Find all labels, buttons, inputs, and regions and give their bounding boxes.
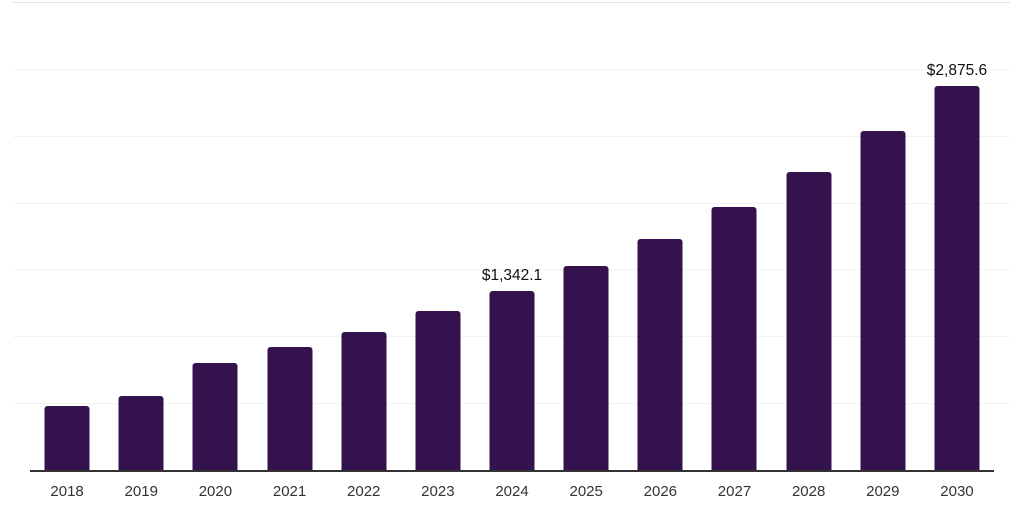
bar-value-label-2030: $2,875.6 (926, 62, 988, 79)
bar-column-2026 (623, 2, 697, 470)
bar-2025[interactable] (563, 266, 609, 470)
x-axis-label-2020: 2020 (198, 483, 233, 500)
x-axis-label-2026: 2026 (643, 483, 678, 500)
gridline (13, 269, 1010, 271)
plot-area: $1,342.1 $2,875.6 (13, 2, 1010, 472)
bar-column-2027 (697, 2, 771, 470)
x-axis-label-2024: 2024 (495, 483, 529, 500)
x-axis-label-2018: 2018 (50, 483, 84, 500)
bar-2018[interactable] (44, 405, 90, 470)
x-axis-label-2030: 2030 (940, 483, 974, 500)
bar-value-label-2024: $1,342.1 (481, 267, 543, 285)
x-axis-label-2027: 2027 (717, 483, 752, 500)
bar-2020[interactable] (192, 363, 238, 470)
bar-column-2020 (178, 2, 252, 470)
x-axis-label-2025: 2025 (569, 483, 603, 500)
bar-column-2028 (772, 2, 846, 470)
gridline (13, 68, 1010, 70)
x-axis-label-2029: 2029 (866, 483, 900, 500)
x-axis-label-2019: 2019 (124, 483, 158, 500)
gridline-top (13, 2, 1010, 3)
x-axis-label-2023: 2023 (421, 483, 455, 500)
bar-column-2024: $1,342.1 (475, 2, 549, 470)
bar-column-2029 (846, 2, 920, 470)
x-axis-label-2022: 2022 (347, 483, 381, 500)
gridline (13, 202, 1010, 204)
bar-column-2022 (327, 2, 401, 470)
bar-column-2021 (252, 2, 326, 470)
bar-column-2018 (30, 2, 104, 470)
bar-2021[interactable] (267, 346, 313, 470)
x-axis-label-2021: 2021 (272, 483, 307, 500)
bar-column-2025 (549, 2, 623, 470)
bar-2026[interactable] (637, 238, 683, 470)
bar-column-2023 (401, 2, 475, 470)
bar-2024[interactable] (489, 290, 535, 470)
gridline (13, 135, 1010, 137)
bar-column-2019 (104, 2, 178, 470)
bar-2022[interactable] (341, 332, 387, 470)
x-axis-label-2028: 2028 (791, 483, 826, 500)
bar-column-2030: $2,875.6 (920, 2, 994, 470)
bar-2028[interactable] (786, 171, 832, 470)
bars: $1,342.1 $2,875.6 (30, 2, 994, 470)
x-axis-labels: 2018 2019 2020 2021 2022 2023 2024 2025 2026 2027… (30, 482, 994, 502)
bar-2030[interactable] (934, 85, 980, 470)
bar-2027[interactable] (711, 207, 757, 470)
bar-2029[interactable] (860, 131, 906, 470)
bar-2023[interactable] (415, 310, 461, 470)
x-axis-line (30, 470, 994, 472)
bar-2019[interactable] (118, 395, 164, 470)
